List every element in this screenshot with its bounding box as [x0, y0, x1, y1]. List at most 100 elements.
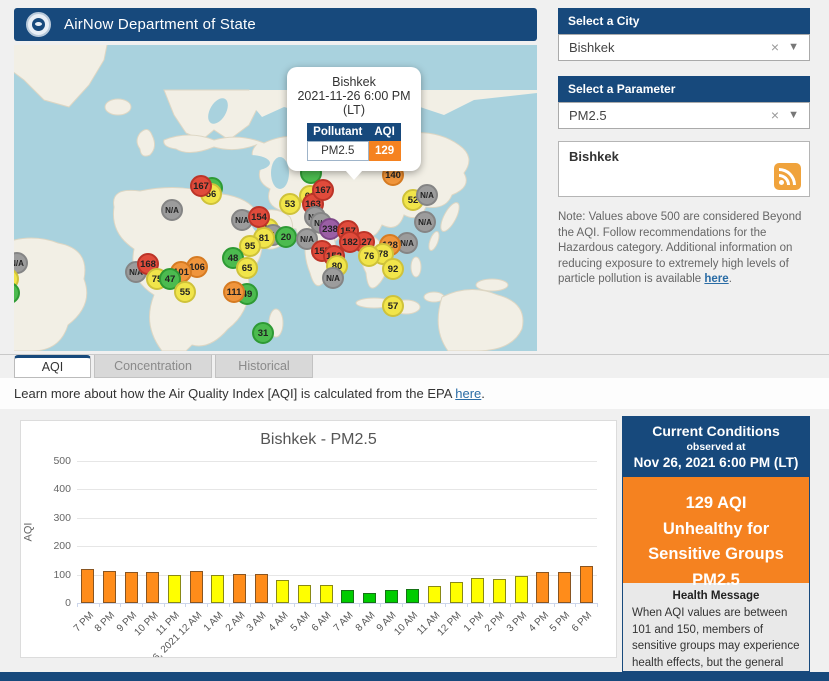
marker-aqi-label: 154 — [251, 211, 267, 223]
chart-xtick-label: 8 PM — [92, 610, 118, 635]
chart-bar — [146, 571, 160, 603]
chart-bar — [211, 574, 225, 603]
city-select-header: Select a City — [558, 8, 810, 34]
chart-x-tick — [337, 603, 338, 607]
map-landmass — [14, 45, 537, 351]
map-marker[interactable]: 111 — [223, 281, 245, 303]
tab-concentration[interactable]: Concentration — [94, 355, 212, 378]
marker-aqi-label: N/A — [129, 267, 143, 277]
chart-bar — [124, 572, 138, 603]
chart-x-tick — [207, 603, 208, 607]
parameter-select-value: PM2.5 — [569, 108, 607, 123]
chart-x-tick — [402, 603, 403, 607]
map-marker[interactable]: 167 — [312, 179, 334, 201]
map-marker[interactable]: 65 — [236, 257, 258, 279]
aqi-category: Unhealthy for Sensitive Groups — [648, 519, 784, 564]
map-marker[interactable]: 167 — [190, 175, 212, 197]
chart-bar — [514, 576, 528, 603]
map-marker[interactable]: 53 — [279, 193, 301, 215]
map-marker[interactable]: N/A — [416, 184, 438, 206]
world-aqi-map[interactable]: N/A56167N/AN/A74154N/A8120954865N/A16810… — [14, 45, 537, 351]
parameter-clear-icon[interactable]: × — [770, 107, 779, 123]
chart-x-tick — [77, 603, 78, 607]
chart-bar — [298, 584, 311, 603]
popup-aqi-value: 129 — [367, 141, 402, 161]
marker-aqi-label: N/A — [235, 215, 249, 225]
city-dropdown-arrow-icon[interactable]: ▼ — [788, 41, 799, 53]
map-marker[interactable]: 31 — [252, 322, 274, 344]
rss-feed-icon[interactable] — [774, 163, 801, 190]
chart-x-tick — [315, 603, 317, 607]
tabs: AQI Concentration Historical — [14, 355, 829, 378]
marker-aqi-label: 20 — [280, 231, 292, 243]
chart-xtick-label: 3 AM — [245, 610, 269, 634]
marker-aqi-label: 92 — [387, 263, 399, 275]
chart-bar — [558, 572, 571, 603]
chart-xtick-label: 6 AM — [310, 610, 334, 634]
map-marker[interactable]: N/A — [414, 211, 436, 233]
note-here-link[interactable]: here — [704, 273, 729, 285]
map-marker[interactable]: 55 — [174, 281, 196, 303]
marker-aqi-label: 95 — [244, 240, 256, 252]
tab-aqi[interactable]: AQI — [14, 355, 91, 378]
aqi-value: 129 AQI — [685, 494, 747, 512]
marker-aqi-label: N/A — [400, 238, 414, 248]
popup-aqi-table: Pollutant AQI PM2.5 129 — [306, 123, 402, 161]
chart-x-tick — [293, 603, 295, 607]
chart-gridline — [77, 546, 597, 548]
chart-gridline — [77, 574, 597, 576]
map-marker[interactable]: 182 — [339, 231, 361, 253]
chart-xtick-label: 4 AM — [266, 610, 291, 634]
marker-aqi-label: 31 — [257, 327, 269, 339]
learn-more-here-link[interactable]: here — [455, 386, 482, 401]
chart-xtick-label: 2 PM — [482, 610, 508, 635]
map-marker[interactable]: 57 — [382, 295, 404, 317]
map-marker[interactable]: 76 — [358, 245, 380, 267]
map-marker[interactable]: N/A — [161, 199, 183, 221]
popup-pollutant-header: Pollutant — [307, 123, 369, 142]
city-select-value: Bishkek — [569, 40, 615, 55]
marker-aqi-label: 168 — [140, 258, 156, 270]
chart-bar — [536, 571, 550, 603]
city-select[interactable]: Bishkek × ▼ — [558, 34, 810, 61]
popup-aqi-header: AQI — [368, 123, 401, 142]
city-clear-icon[interactable]: × — [770, 39, 779, 55]
chart-bar — [168, 574, 181, 603]
chart-x-tick — [98, 603, 100, 607]
observed-at-label: observed at — [686, 441, 746, 453]
map-marker[interactable]: 95 — [239, 235, 261, 257]
parameter-dropdown-arrow-icon[interactable]: ▼ — [788, 109, 799, 121]
marker-aqi-label: 80 — [331, 260, 343, 272]
popup-city: Bishkek — [332, 75, 376, 89]
chart-x-tick — [163, 603, 165, 607]
marker-aqi-label: 49 — [241, 288, 253, 300]
chart-x-tick — [228, 603, 230, 607]
tab-historical[interactable]: Historical — [215, 355, 313, 378]
feed-city-label: Bishkek — [569, 149, 619, 164]
marker-aqi-label: 53 — [284, 198, 296, 210]
marker-aqi-label: 76 — [363, 250, 375, 262]
health-message-text: When AQI values are between 101 and 150,… — [632, 607, 800, 681]
chart-x-tick — [250, 603, 252, 607]
map-marker[interactable]: N/A — [14, 252, 28, 274]
map-marker[interactable]: N/A — [322, 267, 344, 289]
chart-x-tick — [423, 603, 425, 607]
chart-ytick-label: 400 — [53, 483, 71, 496]
chart-bar — [384, 590, 398, 603]
parameter-select[interactable]: PM2.5 × ▼ — [558, 102, 810, 129]
tabs-row: AQI Concentration Historical — [0, 354, 829, 378]
marker-aqi-label: 127 — [356, 236, 372, 248]
note-suffix: . — [728, 273, 732, 285]
chart-bar — [189, 570, 203, 603]
app-header: AirNow Department of State — [14, 8, 537, 41]
marker-aqi-label: N/A — [420, 190, 434, 200]
map-marker[interactable]: N/A — [396, 232, 418, 254]
marker-aqi-label: N/A — [418, 217, 432, 227]
chart-bar — [449, 581, 463, 603]
map-marker[interactable]: 92 — [382, 258, 404, 280]
learn-more-band: Learn more about how the Air Quality Ind… — [0, 378, 829, 409]
chart-xtick-label: 5 AM — [288, 610, 313, 634]
aqi-bar-chart: Bishkek - PM2.5 AQI 0 100 200 300 400 500 7 PM… — [20, 420, 617, 658]
map-marker[interactable]: 20 — [275, 226, 297, 248]
chart-bar — [341, 590, 355, 603]
